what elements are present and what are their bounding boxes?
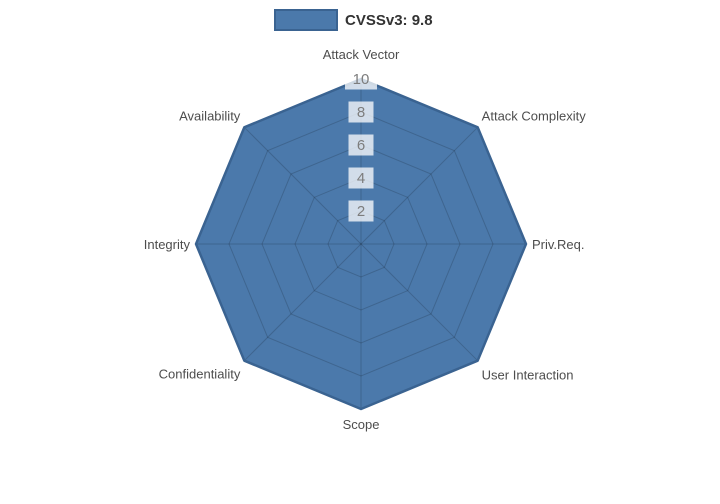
axis-label-integrity: Integrity [144,237,191,252]
axis-label-attack-vector: Attack Vector [323,47,400,62]
tick-label: 2 [357,203,365,220]
tick-backdrop [348,167,374,189]
tick-label: 4 [357,170,365,187]
axis-label-priv-req: Priv.Req. [532,237,585,252]
axis-spoke [243,126,362,245]
tick-backdrop [345,68,377,90]
series-border [194,77,528,411]
grid-ring [327,210,395,278]
legend-swatch[interactable] [274,9,338,31]
legend-label[interactable]: CVSSv3: 9.8 [345,11,433,29]
grid-ring [294,177,428,311]
series-fill [196,79,526,409]
axis-spoke [360,126,479,245]
legend[interactable]: CVSSv3: 9.8 [274,9,433,31]
tick-label: 8 [357,104,365,121]
axis-label-user-interaction: User Interaction [482,368,574,383]
tick-label: 6 [357,137,365,154]
grid-ring [261,144,461,344]
axis-label-attack-complexity: Attack Complexity [482,108,587,123]
axis-label-confidentiality: Confidentiality [159,367,241,382]
tick-backdrop [348,200,374,222]
tick-backdrop [348,101,374,123]
tick-label: 10 [353,71,370,88]
tick-backdrop [348,134,374,156]
axis-spoke [243,243,362,362]
grid-ring [228,111,494,377]
axis-label-scope: Scope [343,417,380,432]
axis-spoke [360,243,479,362]
axis-label-availability: Availability [179,108,241,123]
